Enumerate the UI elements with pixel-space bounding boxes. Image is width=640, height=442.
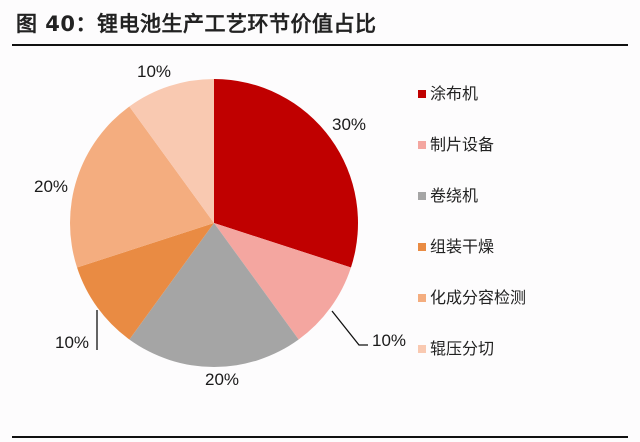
bottom-divider: [12, 436, 628, 438]
legend-item-formation: 化成分容检测: [418, 288, 526, 308]
legend-swatch-icon: [418, 243, 426, 251]
pie-slice-slitting: [129, 79, 214, 223]
pie-slice-formation: [70, 106, 214, 268]
legend-item-coating: 涂布机: [418, 84, 478, 104]
pie-slice-assembly: [77, 223, 214, 340]
legend-label: 辊压分切: [430, 339, 495, 358]
legend-swatch-icon: [418, 345, 426, 353]
data-label-winding: 20%: [205, 370, 240, 389]
pie-slice-winding: [129, 223, 299, 368]
data-label-coating: 30%: [332, 115, 367, 134]
leader-line-sheet: [331, 310, 368, 346]
legend-label: 组装干燥: [430, 237, 495, 256]
legend-label: 化成分容检测: [430, 288, 527, 307]
legend-label: 涂布机: [430, 84, 479, 103]
legend-item-slitting: 辊压分切: [418, 339, 494, 359]
legend-swatch-icon: [418, 192, 426, 200]
legend-swatch-icon: [418, 294, 426, 302]
legend-swatch-icon: [418, 141, 426, 149]
data-label-formation: 20%: [34, 177, 69, 196]
data-label-slitting: 10%: [137, 62, 172, 81]
data-label-assembly: 10%: [55, 333, 90, 352]
data-label-sheet: 10%: [372, 331, 407, 350]
pie-slice-coating: [214, 79, 358, 268]
figure-title: 图 40：锂电池生产工艺环节价值占比: [16, 12, 377, 36]
pie-slice-sheet: [214, 223, 351, 340]
top-divider: [12, 44, 628, 46]
legend-label: 制片设备: [430, 135, 495, 154]
legend-label: 卷绕机: [430, 186, 479, 205]
legend-item-winding: 卷绕机: [418, 186, 478, 206]
legend-item-sheet: 制片设备: [418, 135, 494, 155]
legend-swatch-icon: [418, 90, 426, 98]
legend-item-assembly: 组装干燥: [418, 237, 494, 257]
